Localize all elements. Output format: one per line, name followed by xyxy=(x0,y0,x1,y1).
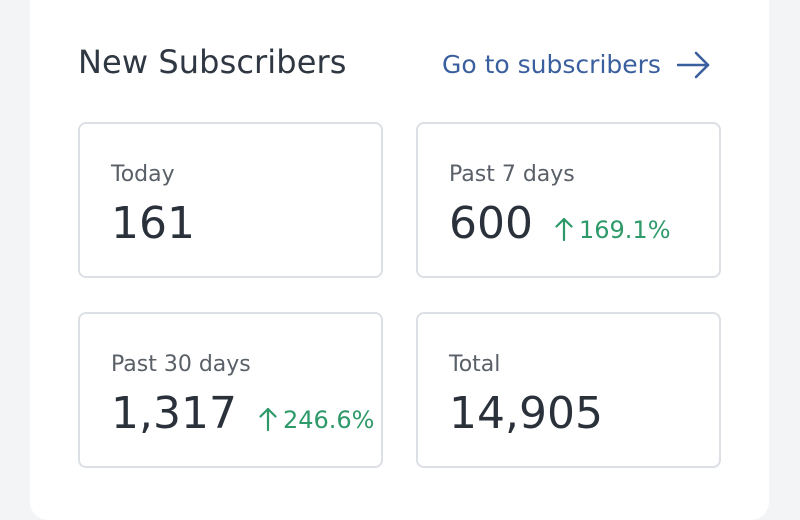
stat-change: 169.1% xyxy=(555,214,671,245)
stat-value: 600 xyxy=(449,198,533,249)
stat-change-value: 246.6% xyxy=(282,406,375,434)
stat-card-total: Total 14,905 xyxy=(416,312,721,468)
stat-label: Past 30 days xyxy=(111,352,251,377)
stat-card-past-7-days: Past 7 days 600 169.1% xyxy=(416,122,721,278)
stat-value: 161 xyxy=(111,198,195,249)
stat-label: Total xyxy=(449,352,501,377)
stat-label: Past 7 days xyxy=(449,162,575,187)
go-to-subscribers-label: Go to subscribers xyxy=(442,50,661,79)
arrow-up-icon xyxy=(259,407,277,431)
stat-change-value: 169.1% xyxy=(578,216,671,244)
stat-label: Today xyxy=(111,162,175,187)
arrow-up-icon xyxy=(555,217,573,241)
stat-value: 14,905 xyxy=(449,388,603,439)
arrow-right-icon xyxy=(676,51,710,79)
stat-value: 1,317 xyxy=(111,388,237,439)
stat-card-today: Today 161 xyxy=(78,122,383,278)
go-to-subscribers-link[interactable]: Go to subscribers xyxy=(442,49,711,81)
stat-change: 246.6% xyxy=(259,404,375,435)
stat-card-past-30-days: Past 30 days 1,317 246.6% xyxy=(78,312,383,468)
card-title: New Subscribers xyxy=(78,43,347,81)
